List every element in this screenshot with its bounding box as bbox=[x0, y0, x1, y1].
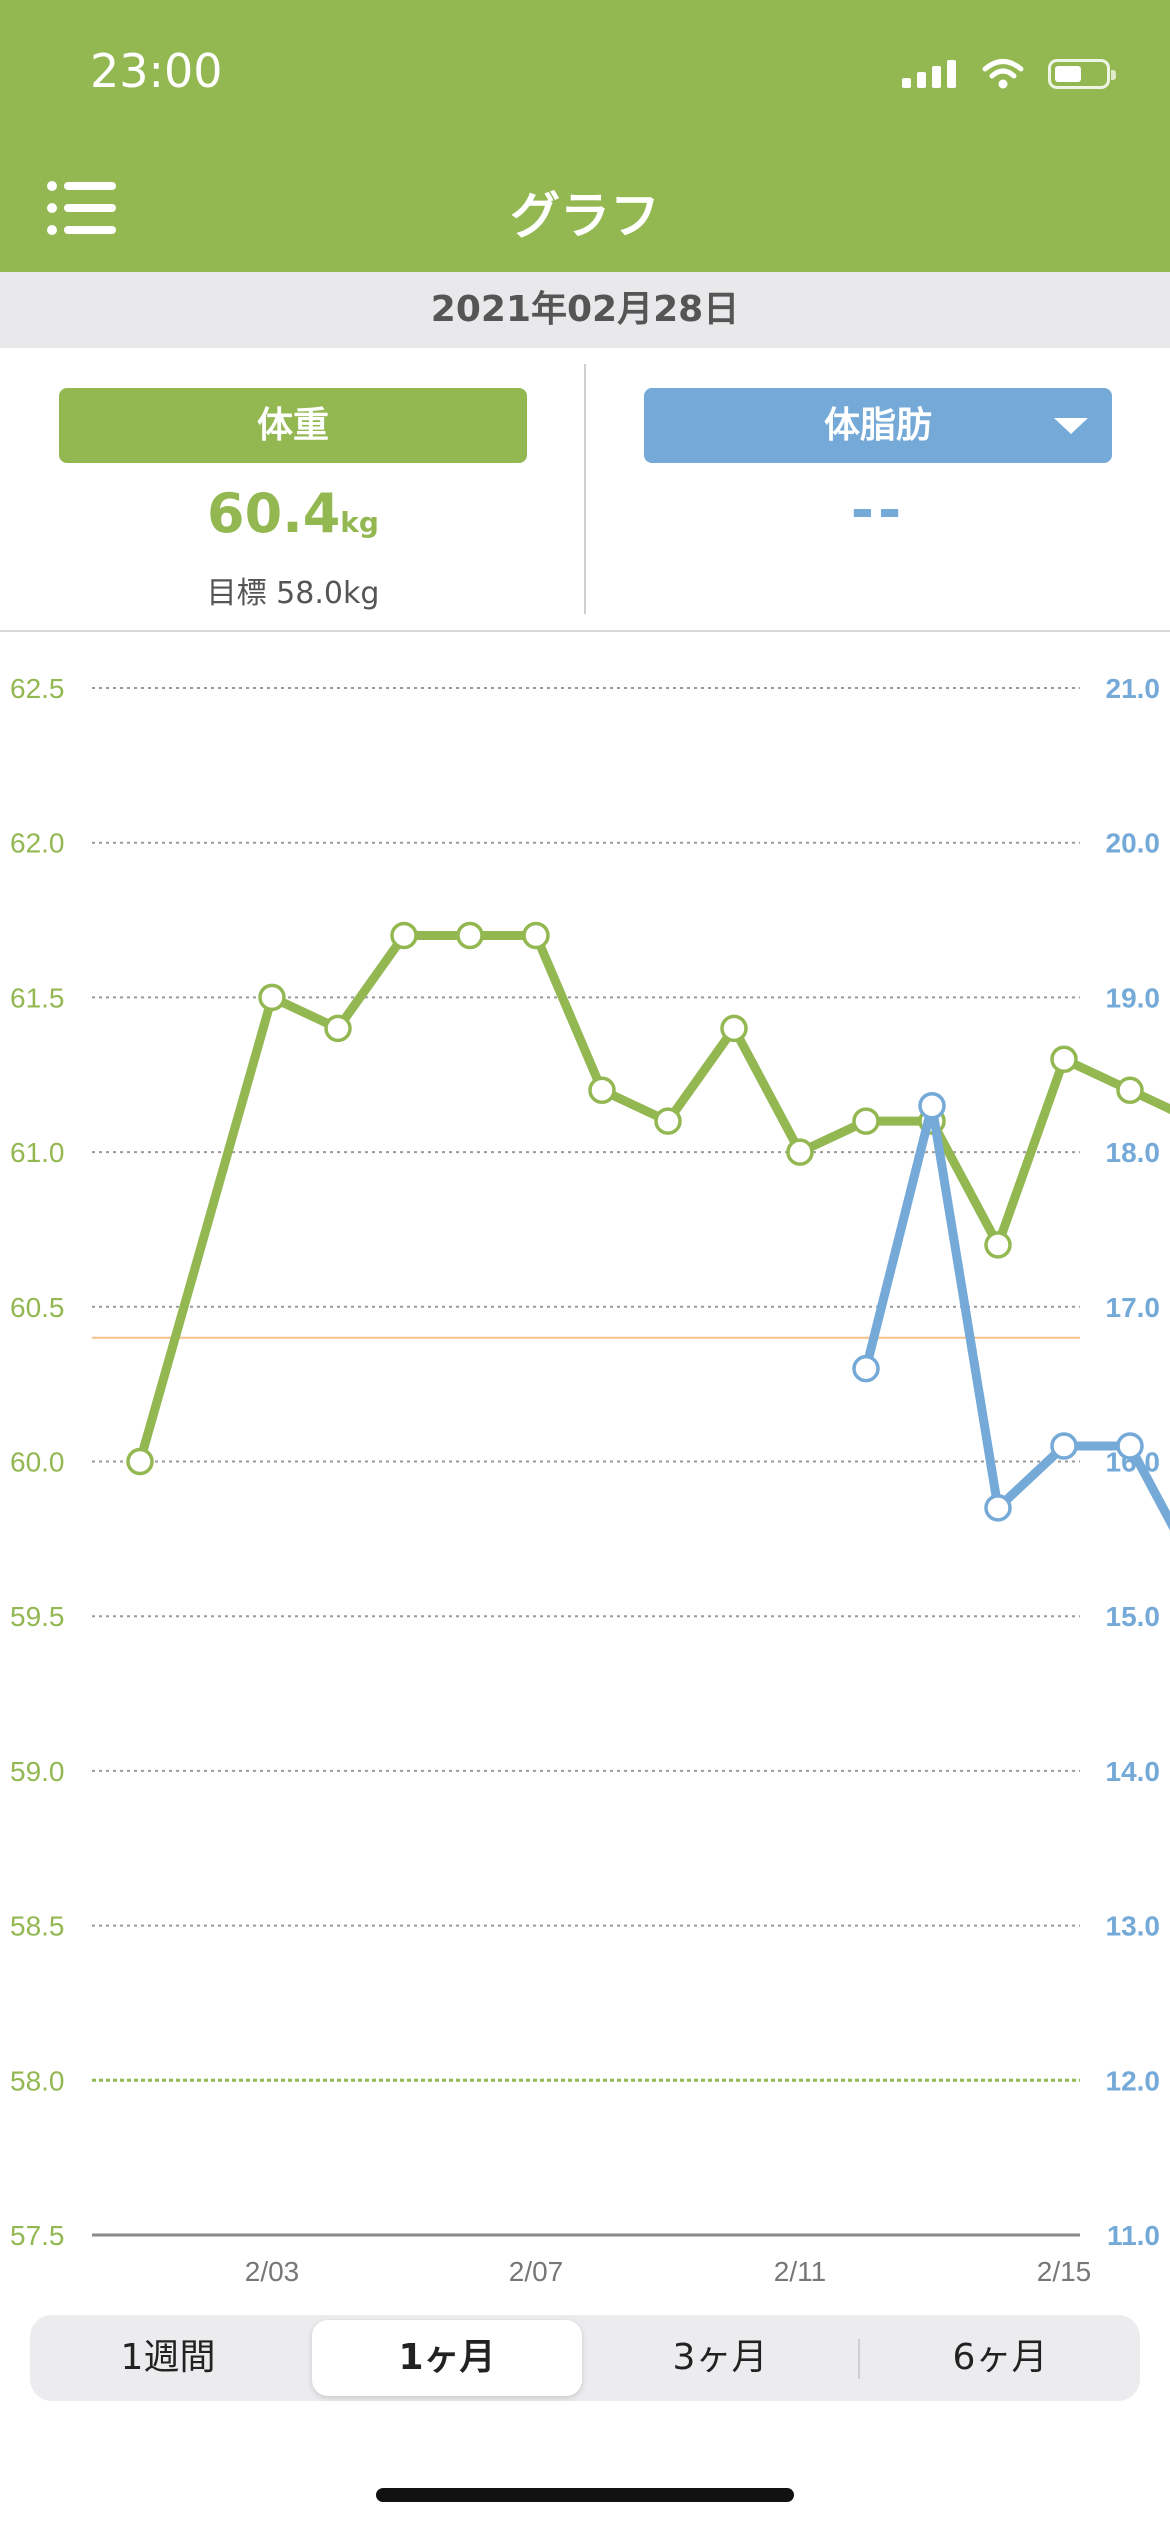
status-icons bbox=[902, 58, 1116, 90]
y-right-tick: 20.0 bbox=[1106, 828, 1161, 859]
y-right-tick: 12.0 bbox=[1106, 2065, 1161, 2096]
status-time: 23:00 bbox=[90, 44, 223, 98]
green-data-point bbox=[852, 1107, 880, 1135]
green-data-point bbox=[588, 1076, 616, 1104]
wifi-icon bbox=[982, 59, 1024, 89]
y-left-tick: 59.0 bbox=[10, 1756, 65, 1787]
y-left-tick: 58.5 bbox=[10, 1911, 65, 1942]
tab-separator bbox=[858, 2339, 860, 2379]
tab-1-month[interactable]: 1ヶ月 bbox=[312, 2320, 582, 2396]
y-right-tick: 13.0 bbox=[1106, 1911, 1161, 1942]
y-right-tick: 19.0 bbox=[1106, 982, 1161, 1013]
green-data-point bbox=[324, 1014, 352, 1043]
tab-1-week[interactable]: 1週間 bbox=[120, 2337, 216, 2378]
goal-weight: 目標 58.0kg bbox=[206, 576, 380, 611]
y-left-tick: 59.5 bbox=[10, 1601, 65, 1632]
y-left-tick: 60.0 bbox=[10, 1447, 65, 1478]
x-tick-label: 2/07 bbox=[509, 2256, 564, 2287]
green-data-point bbox=[522, 921, 550, 950]
battery-icon bbox=[1048, 59, 1116, 89]
tab-6-months[interactable]: 6ヶ月 bbox=[952, 2337, 1048, 2378]
green-data-point bbox=[126, 1447, 154, 1476]
blue-data-point bbox=[918, 1091, 946, 1120]
signal-icon bbox=[902, 60, 956, 88]
blue-data-point bbox=[1116, 1432, 1144, 1460]
period-selector: 1週間 1ヶ月 3ヶ月 6ヶ月 bbox=[30, 2315, 1140, 2401]
y-left-tick: 58.0 bbox=[10, 2065, 65, 2096]
x-tick-label: 2/11 bbox=[774, 2256, 826, 2287]
green-data-point bbox=[390, 921, 418, 950]
y-left-tick: 62.5 bbox=[10, 673, 65, 704]
y-right-tick: 17.0 bbox=[1106, 1292, 1161, 1323]
date-bar: 2021年02月28日 bbox=[0, 272, 1170, 348]
blue-data-point bbox=[852, 1354, 880, 1383]
stats-divider bbox=[584, 364, 586, 614]
app-header: 23:00 グラフ bbox=[0, 0, 1170, 272]
blue-data-point bbox=[984, 1494, 1012, 1522]
body-fat-dropdown[interactable]: 体脂肪 bbox=[644, 388, 1112, 463]
weight-chart: 62.5 21.0 62.0 20.0 61.5 19.0 61.0 18.0 60.5 17.0… bbox=[10, 673, 1170, 2287]
green-data-point bbox=[1050, 1045, 1078, 1074]
y-right-tick: 21.0 bbox=[1106, 673, 1161, 704]
weight-button[interactable]: 体重 bbox=[59, 388, 527, 463]
weight-value: 60.4kg bbox=[59, 482, 527, 545]
y-right-tick: 11.0 bbox=[1107, 2220, 1160, 2251]
caret-down-icon bbox=[1054, 418, 1088, 434]
green-data-point bbox=[984, 1231, 1012, 1259]
page-title: グラフ bbox=[510, 187, 660, 245]
tab-3-months[interactable]: 3ヶ月 bbox=[672, 2337, 768, 2378]
green-data-point bbox=[786, 1138, 814, 1166]
y-left-tick: 57.5 bbox=[10, 2220, 65, 2251]
green-series-line bbox=[135, 931, 1170, 1466]
green-data-point bbox=[258, 983, 286, 1012]
y-left-tick: 61.5 bbox=[10, 982, 65, 1013]
blue-series-line bbox=[861, 1101, 1170, 1531]
y-left-tick: 60.5 bbox=[10, 1292, 65, 1323]
weight-unit: kg bbox=[340, 506, 379, 539]
x-tick-label: 2/03 bbox=[245, 2256, 300, 2287]
green-data-point bbox=[720, 1014, 748, 1043]
body-fat-label: 体脂肪 bbox=[823, 405, 932, 446]
y-right-tick: 18.0 bbox=[1106, 1137, 1161, 1168]
y-left-tick: 61.0 bbox=[10, 1137, 65, 1168]
green-data-point bbox=[654, 1107, 682, 1135]
stats-panel: 体重 60.4kg 目標 58.0kg 体脂肪 -- bbox=[0, 348, 1170, 632]
blue-data-point bbox=[1050, 1432, 1078, 1460]
y-right-tick: 15.0 bbox=[1106, 1601, 1161, 1632]
y-right-tick: 14.0 bbox=[1106, 1756, 1161, 1787]
green-data-point bbox=[456, 921, 484, 950]
body-fat-value: -- bbox=[850, 478, 906, 543]
home-indicator bbox=[376, 2488, 794, 2502]
weight-number: 60.4 bbox=[207, 482, 341, 545]
green-data-point bbox=[1116, 1076, 1144, 1104]
y-left-tick: 62.0 bbox=[10, 828, 65, 859]
list-menu-icon[interactable] bbox=[46, 180, 118, 236]
x-tick-label: 2/15 bbox=[1037, 2256, 1092, 2287]
